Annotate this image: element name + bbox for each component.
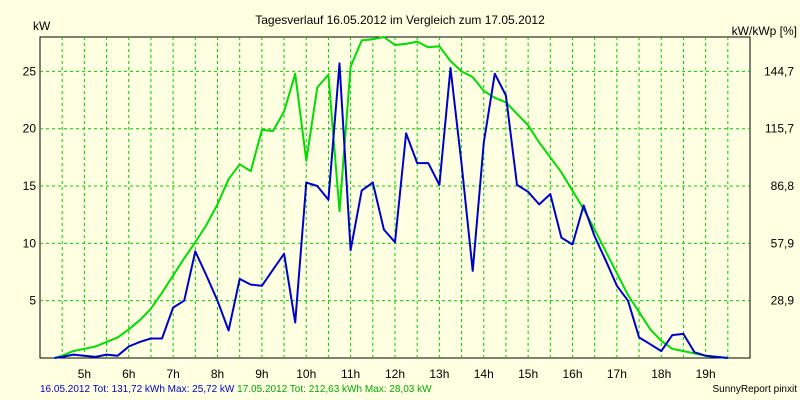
footer-credit: SunnyReport pinxit <box>713 384 798 395</box>
series-line-2 <box>54 36 728 359</box>
x-tick-label-7: 12h <box>385 367 405 381</box>
y-axis-left-label: kW <box>33 19 51 33</box>
x-tick-label-4: 9h <box>255 367 268 381</box>
footer-legend-series-2: 17.05.2012 Tot: 212,63 kWh Max: 28,03 kW <box>234 384 432 395</box>
chart-title: Tagesverlauf 16.05.2012 im Vergleich zum… <box>255 13 545 27</box>
series-layer <box>54 36 728 359</box>
x-tick-label-0: 5h <box>78 367 91 381</box>
plot-area <box>39 36 751 359</box>
x-tick-label-3: 8h <box>211 367 224 381</box>
x-tick-label-12: 17h <box>607 367 627 381</box>
x-tick-label-10: 15h <box>518 367 538 381</box>
y-right-tick-label-0: 28,9 <box>771 294 795 308</box>
x-tick-label-5: 10h <box>296 367 316 381</box>
series-line-1 <box>54 62 728 359</box>
y-left-tick-label-1: 10 <box>23 236 37 250</box>
y-right-tick-label-2: 86,8 <box>771 179 795 193</box>
x-tick-label-14: 19h <box>696 367 716 381</box>
x-tick-label-8: 13h <box>429 367 449 381</box>
footer-legend: 16.05.2012 Tot: 131,72 kWh Max: 25,72 kW… <box>40 384 432 395</box>
x-tick-label-9: 14h <box>474 367 494 381</box>
y-right-tick-label-1: 57,9 <box>771 236 795 250</box>
x-tick-label-6: 11h <box>341 367 360 381</box>
y-left-tick-label-2: 15 <box>23 179 37 193</box>
x-tick-label-1: 6h <box>122 367 135 381</box>
x-tick-label-2: 7h <box>166 367 179 381</box>
y-axis-right-label: kW/kWp [%] <box>732 24 797 38</box>
grid-layer <box>40 37 750 358</box>
y-right-tick-label-3: 115,7 <box>765 122 794 136</box>
y-left-tick-label-4: 25 <box>23 64 37 78</box>
x-tick-label-13: 18h <box>651 367 671 381</box>
tick-layer: 5h 6h 7h 8h 9h 10h 11h 12h 13h 14h 15h 16h 17h 18h 19h… <box>23 64 795 381</box>
y-left-tick-label-3: 20 <box>23 122 37 136</box>
x-tick-label-11: 16h <box>562 367 582 381</box>
y-left-tick-label-0: 5 <box>29 294 36 308</box>
footer-legend-series-1: 16.05.2012 Tot: 131,72 kWh Max: 25,72 kW <box>40 384 235 395</box>
y-right-tick-label-4: 144,7 <box>764 64 794 78</box>
